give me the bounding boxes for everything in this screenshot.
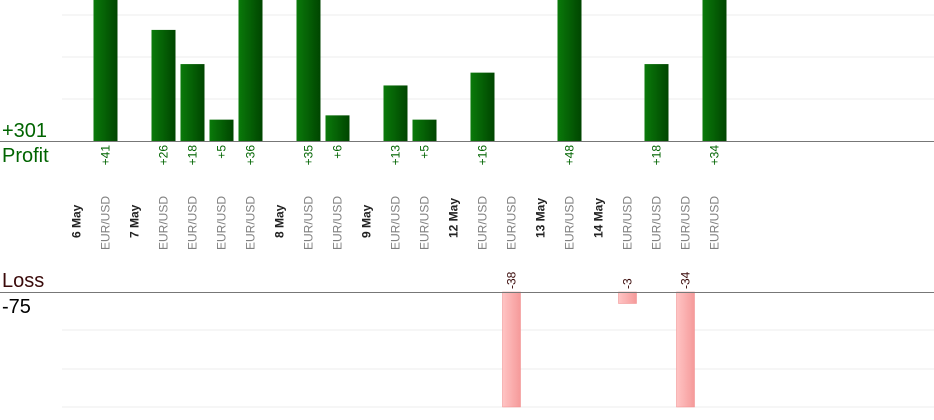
loss-bar [676, 291, 695, 408]
date-label: 9 May [360, 204, 374, 238]
symbol-label: EUR/USD [621, 196, 635, 250]
value-label: -3 [621, 278, 635, 289]
profit-total: +301 [2, 120, 48, 142]
symbol-label: EUR/USD [215, 196, 229, 250]
profit-bar [93, 0, 118, 141]
symbol-label: EUR/USD [186, 196, 200, 250]
symbol-label: EUR/USD [302, 196, 316, 250]
symbol-label: EUR/USD [505, 196, 519, 250]
symbol-label: EUR/USD [563, 196, 577, 250]
symbol-label: EUR/USD [418, 196, 432, 250]
profit-bar [151, 29, 176, 142]
bars-layer [93, 0, 727, 408]
loss-bar [502, 291, 521, 408]
date-label: 12 May [447, 198, 461, 238]
symbol-label: EUR/USD [157, 196, 171, 250]
value-label: +41 [99, 145, 113, 166]
loss-gridlines [62, 329, 934, 408]
loss-label: Loss [2, 270, 45, 292]
date-label: 13 May [534, 198, 548, 238]
value-label: +48 [563, 145, 577, 166]
profit-bar [180, 64, 205, 141]
value-label: +6 [331, 145, 345, 159]
profit-gridlines [62, 14, 934, 100]
value-label: +5 [215, 145, 229, 159]
symbol-label: EUR/USD [389, 196, 403, 250]
profit-bar [383, 85, 408, 141]
profit-bar [296, 0, 321, 141]
value-label: -34 [679, 271, 693, 289]
value-label: +5 [418, 145, 432, 159]
symbol-label: EUR/USD [679, 196, 693, 250]
value-label: +34 [708, 145, 722, 166]
symbol-label: EUR/USD [476, 196, 490, 250]
value-label: +26 [157, 145, 171, 166]
symbol-label: EUR/USD [244, 196, 258, 250]
loss-total: -75 [2, 296, 31, 318]
date-label: 7 May [128, 204, 142, 238]
value-label: -38 [505, 271, 519, 289]
profit-bar [470, 72, 495, 141]
value-label: +35 [302, 145, 316, 166]
profit-label: Profit [2, 145, 49, 167]
loss-bar [618, 291, 637, 304]
profit-bar [644, 64, 669, 141]
labels-layer: 6 May EUR/USD +41 7 May EUR/USD +26 EUR/USD +18… [70, 145, 722, 289]
value-label: +18 [186, 145, 200, 166]
symbol-label: EUR/USD [99, 196, 113, 250]
date-label: 8 May [273, 204, 287, 238]
profit-bar [325, 115, 350, 141]
date-label: 14 May [592, 198, 606, 238]
value-label: +36 [244, 145, 258, 166]
profit-bar [238, 0, 263, 141]
value-label: +16 [476, 145, 490, 166]
profit-bar [209, 119, 234, 141]
symbol-label: EUR/USD [650, 196, 664, 250]
symbol-label: EUR/USD [708, 196, 722, 250]
value-label: +13 [389, 145, 403, 166]
date-label: 6 May [70, 204, 84, 238]
value-label: +18 [650, 145, 664, 166]
profit-bar [702, 0, 727, 141]
profit-bar [557, 0, 582, 141]
profit-bar [412, 119, 437, 141]
symbol-label: EUR/USD [331, 196, 345, 250]
